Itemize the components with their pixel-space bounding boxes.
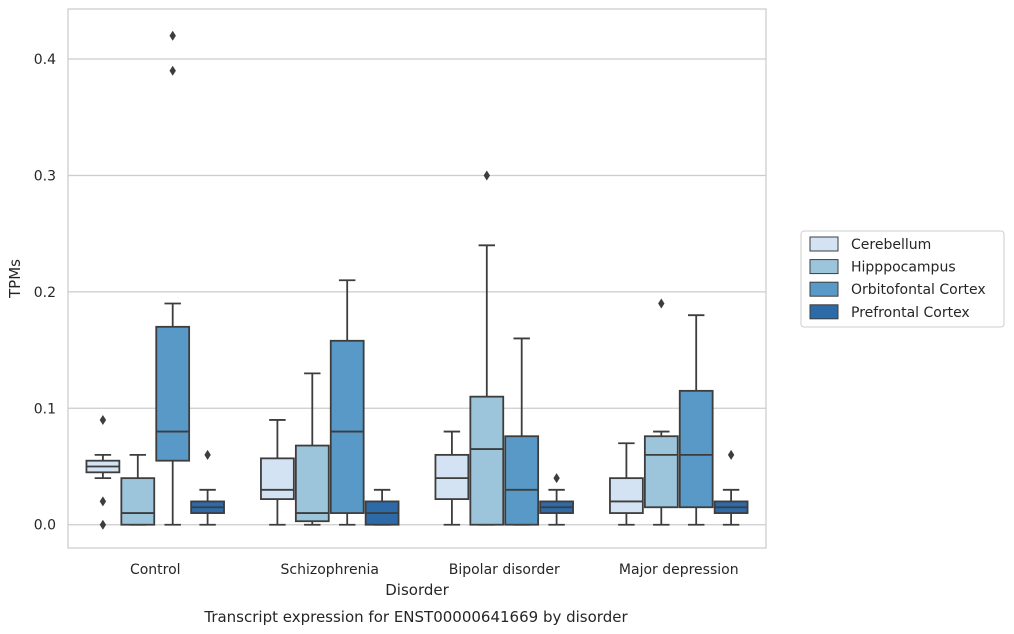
box bbox=[643, 298, 679, 526]
box bbox=[678, 314, 714, 526]
box-iqr bbox=[260, 457, 295, 501]
x-tick-label: Bipolar disorder bbox=[449, 562, 560, 578]
box-iqr bbox=[434, 453, 470, 501]
box bbox=[539, 473, 574, 526]
y-tick-label: 0.3 bbox=[34, 168, 56, 184]
outlier-point bbox=[204, 449, 211, 460]
box bbox=[504, 337, 540, 526]
box bbox=[190, 449, 225, 526]
legend: Cerebellum Hipppocampus Orbitofontal Corte… bbox=[800, 230, 1005, 328]
y-tick-label: 0.0 bbox=[34, 518, 56, 534]
box bbox=[364, 488, 400, 526]
outlier-point bbox=[483, 170, 490, 181]
box-iqr bbox=[155, 325, 191, 462]
outlier-point bbox=[727, 449, 735, 460]
box-iqr bbox=[678, 389, 714, 509]
x-axis-label: Disorder bbox=[385, 581, 449, 599]
box-iqr bbox=[120, 477, 156, 526]
box bbox=[469, 170, 505, 526]
box bbox=[294, 372, 330, 526]
y-tick-label: 0.2 bbox=[34, 285, 56, 301]
chart-caption: Transcript expression for ENST0000064166… bbox=[203, 608, 628, 626]
outlier-point bbox=[553, 473, 560, 484]
legend-label: Prefrontal Cortex bbox=[851, 305, 970, 321]
box bbox=[85, 414, 121, 530]
legend-label: Cerebellum bbox=[851, 237, 931, 253]
y-tick-labels: 0.0 0.1 0.2 0.3 0.4 bbox=[34, 52, 56, 534]
outlier-point bbox=[169, 65, 176, 76]
box-iqr bbox=[294, 444, 330, 523]
outlier-point bbox=[169, 30, 176, 41]
x-tick-label: Control bbox=[130, 562, 181, 578]
x-tick-label: Major depression bbox=[619, 562, 739, 578]
box bbox=[120, 453, 156, 526]
outlier-point bbox=[658, 298, 665, 309]
y-axis-label: TPMs bbox=[6, 259, 24, 299]
box bbox=[713, 449, 749, 526]
box-iqr bbox=[643, 435, 679, 509]
legend-swatch bbox=[809, 259, 839, 275]
box-iqr bbox=[609, 477, 644, 514]
box-iqr bbox=[469, 395, 505, 526]
box-iqr bbox=[329, 339, 365, 514]
y-tick-label: 0.4 bbox=[34, 52, 56, 68]
legend-frame bbox=[800, 230, 1005, 328]
legend-label: Orbitofontal Cortex bbox=[851, 282, 986, 298]
box bbox=[329, 279, 365, 526]
outlier-point bbox=[99, 414, 107, 425]
x-tick-label: Schizophrenia bbox=[281, 562, 379, 578]
box bbox=[260, 419, 295, 526]
outlier-point bbox=[99, 496, 107, 507]
y-tick-label: 0.1 bbox=[34, 401, 56, 417]
box-series bbox=[85, 30, 749, 530]
legend-swatch bbox=[809, 236, 839, 252]
x-tick-labels: Control Schizophrenia Bipolar disorder Majo… bbox=[130, 562, 739, 578]
box bbox=[609, 442, 644, 526]
box bbox=[434, 430, 470, 526]
legend-swatch bbox=[809, 281, 839, 297]
box-iqr bbox=[504, 435, 540, 526]
plot-frame bbox=[67, 8, 767, 549]
legend-label: Hipppocampus bbox=[851, 260, 956, 276]
outlier-point bbox=[99, 519, 107, 530]
box bbox=[155, 30, 191, 526]
legend-swatch bbox=[809, 304, 839, 320]
